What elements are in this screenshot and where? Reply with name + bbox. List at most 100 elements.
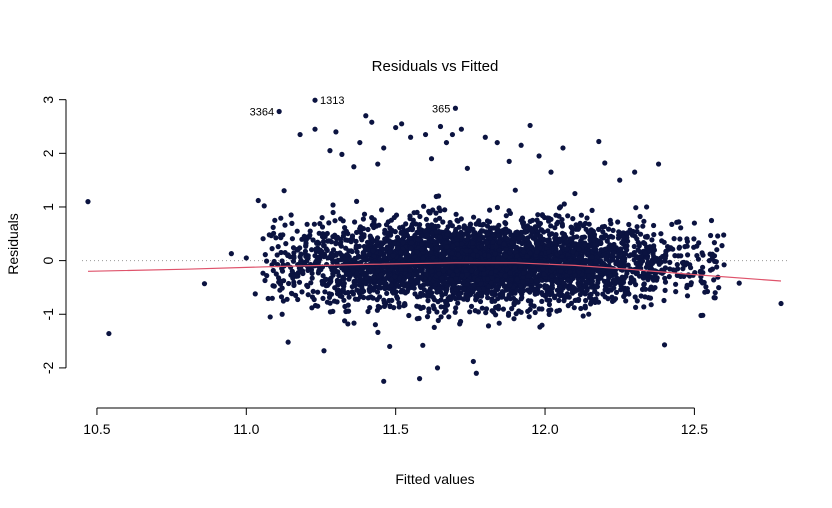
cloud-point [337, 236, 344, 242]
cloud-point [494, 277, 500, 283]
cloud-point [316, 263, 322, 269]
cloud-point [338, 216, 344, 222]
cloud-point [638, 293, 644, 299]
cloud-point [589, 207, 595, 213]
cloud-point [394, 234, 401, 240]
data-point [458, 126, 464, 132]
cloud-point [509, 306, 515, 312]
cloud-point [512, 290, 518, 296]
cloud-point [594, 254, 600, 260]
cloud-point [290, 245, 297, 251]
cloud-point [446, 314, 452, 320]
cloud-point [473, 293, 479, 299]
cloud-point [298, 269, 304, 275]
data-point [285, 339, 291, 345]
data-point [548, 169, 554, 175]
cloud-point [423, 216, 429, 222]
cloud-point [560, 292, 566, 299]
cloud-point [293, 273, 299, 279]
cloud-point [544, 283, 550, 289]
cloud-point [487, 207, 493, 213]
cloud-point [539, 306, 545, 312]
cloud-point [550, 266, 556, 272]
cloud-point [311, 296, 317, 303]
cloud-point [264, 273, 270, 279]
data-point [345, 321, 351, 327]
cloud-point [358, 234, 364, 241]
cloud-point [328, 239, 334, 245]
cloud-point [473, 248, 479, 254]
cloud-point [559, 217, 565, 223]
cloud-point [506, 292, 512, 298]
cloud-point [345, 308, 351, 314]
cloud-point [400, 281, 406, 287]
cloud-point [634, 270, 640, 276]
cloud-point [608, 287, 614, 293]
cloud-point [470, 240, 476, 246]
cloud-point [354, 270, 360, 276]
cloud-point [666, 274, 672, 280]
cloud-point [583, 226, 589, 232]
cloud-point [269, 295, 275, 301]
cloud-point [568, 237, 574, 243]
cloud-point [262, 252, 268, 258]
cloud-point [468, 303, 475, 309]
cloud-point [527, 250, 534, 256]
cloud-point [419, 291, 425, 297]
data-point [422, 131, 429, 138]
data-point [464, 165, 470, 171]
x-tick-label: 12.5 [681, 421, 708, 437]
cloud-point [489, 296, 495, 302]
cloud-point [453, 305, 459, 311]
cloud-point [311, 221, 317, 227]
data-point [297, 131, 303, 138]
cloud-point [719, 243, 725, 249]
cloud-point [471, 214, 477, 220]
cloud-point [360, 250, 366, 256]
cloud-point [586, 273, 592, 279]
data-point [351, 164, 357, 170]
cloud-point [514, 229, 520, 235]
cloud-point [407, 267, 413, 273]
cloud-point [294, 228, 300, 234]
data-point [709, 251, 715, 257]
cloud-point [310, 237, 316, 243]
cloud-point [684, 243, 690, 249]
cloud-point [579, 286, 585, 292]
cloud-point [438, 304, 444, 310]
cloud-point [638, 231, 644, 237]
cloud-point [326, 220, 332, 226]
cloud-point [438, 314, 444, 320]
cloud-point [491, 232, 497, 238]
cloud-point [334, 236, 340, 242]
cloud-point [702, 289, 708, 295]
cloud-point [371, 274, 377, 280]
cloud-point [370, 238, 376, 244]
cloud-point [662, 275, 668, 281]
cloud-point [367, 288, 373, 294]
cloud-point [496, 320, 502, 326]
cloud-point [346, 294, 352, 300]
cloud-point [394, 295, 401, 301]
cloud-point [465, 226, 471, 232]
data-point [312, 97, 318, 103]
data-point [527, 122, 533, 129]
cloud-point [673, 281, 679, 287]
cloud-point [568, 300, 575, 306]
cloud-point [475, 220, 481, 226]
cloud-point [341, 280, 347, 286]
cloud-point [583, 297, 589, 304]
cloud-point [621, 293, 627, 300]
data-point [327, 148, 333, 154]
cloud-point [277, 281, 284, 287]
cloud-point [685, 252, 691, 258]
cloud-point [367, 279, 373, 285]
cloud-point [552, 295, 558, 301]
cloud-point [684, 293, 691, 299]
cloud-point [454, 241, 460, 247]
cloud-point [713, 259, 719, 265]
cloud-point [520, 274, 526, 280]
cloud-point [447, 219, 453, 226]
cloud-point [708, 232, 714, 239]
cloud-point [472, 308, 478, 314]
